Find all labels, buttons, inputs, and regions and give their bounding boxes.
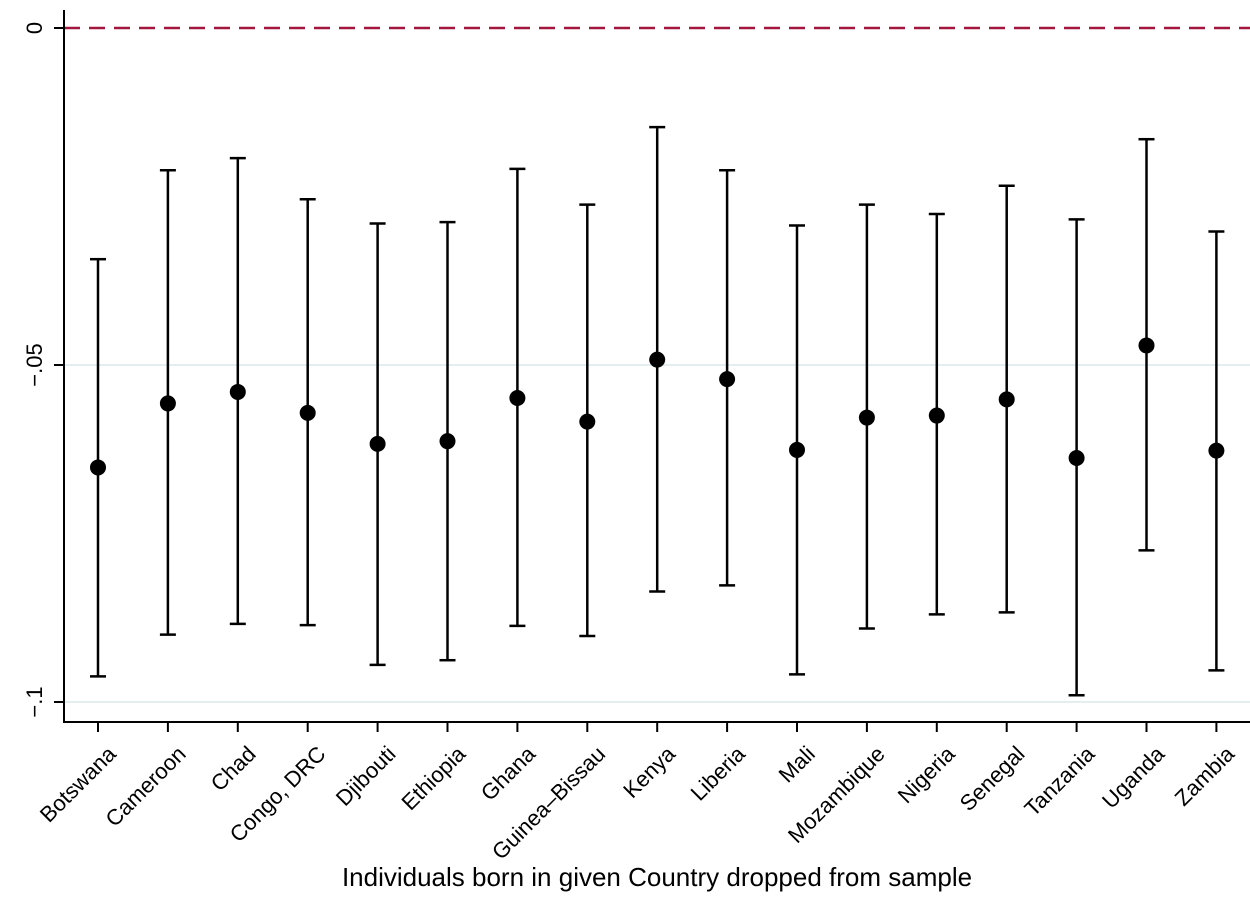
y-tick-label-2: −.1: [22, 686, 47, 717]
point-estimate-12: [928, 407, 945, 424]
x-tick-label-2: Chad: [206, 741, 261, 796]
estimate-group-3: [299, 197, 316, 627]
estimate-group-12: [928, 212, 945, 616]
point-estimate-15: [1138, 337, 1155, 354]
estimate-group-14: [1068, 218, 1085, 697]
estimate-group-5: [439, 220, 456, 662]
point-estimate-1: [159, 395, 176, 412]
point-estimate-10: [789, 441, 805, 458]
point-estimate-7: [579, 413, 596, 430]
point-estimate-8: [649, 351, 666, 368]
estimate-group-11: [858, 203, 875, 630]
x-tick-label-12: Nigeria: [893, 741, 961, 809]
estimate-group-2: [229, 156, 246, 626]
x-tick-label-9: Liberia: [686, 741, 751, 806]
estimate-group-16: [1208, 230, 1225, 672]
estimate-series: [90, 125, 1225, 697]
x-tick-label-4: Djibouti: [331, 741, 401, 811]
estimate-group-0: [90, 257, 106, 678]
estimate-group-9: [719, 168, 736, 587]
x-tick-label-10: Mali: [774, 741, 820, 787]
point-estimate-14: [1068, 450, 1085, 467]
x-tick-label-16: Zambia: [1170, 741, 1240, 811]
estimate-group-10: [789, 224, 805, 676]
x-tick-label-8: Kenya: [618, 741, 680, 803]
y-axis-ticks: 0 −.05 −.1: [22, 22, 64, 718]
estimate-group-15: [1138, 137, 1155, 552]
point-estimate-11: [858, 409, 875, 426]
x-tick-label-5: Ethiopia: [396, 741, 470, 815]
estimate-group-6: [509, 167, 526, 628]
point-estimate-9: [719, 371, 736, 388]
y-tick-label-1: −.05: [22, 343, 47, 386]
x-axis-title: Individuals born in given Country droppe…: [342, 862, 972, 892]
point-estimate-4: [369, 435, 386, 452]
point-estimate-6: [509, 390, 526, 407]
x-tick-label-14: Tanzania: [1019, 741, 1099, 821]
point-estimate-0: [90, 459, 106, 476]
point-estimate-3: [299, 404, 316, 421]
estimate-group-7: [579, 203, 596, 638]
point-estimate-13: [998, 391, 1015, 408]
x-tick-label-13: Senegal: [955, 741, 1030, 816]
y-tick-label-0: 0: [22, 22, 47, 34]
point-estimate-2: [229, 383, 246, 400]
x-tick-label-6: Ghana: [476, 741, 541, 806]
point-estimate-5: [439, 433, 456, 450]
x-tick-label-15: Uganda: [1097, 741, 1170, 814]
estimate-group-4: [369, 222, 386, 667]
estimate-group-8: [649, 125, 666, 593]
estimate-group-1: [159, 168, 176, 636]
point-estimate-16: [1208, 442, 1225, 459]
estimate-group-13: [998, 184, 1015, 614]
